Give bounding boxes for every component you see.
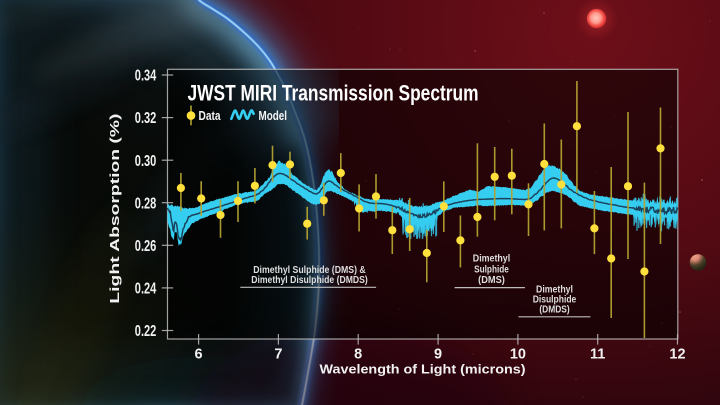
svg-text:0.28: 0.28 (135, 195, 157, 212)
svg-text:6: 6 (195, 347, 203, 363)
svg-text:Wavelength of Light (microns): Wavelength of Light (microns) (320, 362, 526, 377)
svg-text:(DMDS): (DMDS) (539, 304, 569, 315)
svg-text:Model: Model (259, 109, 288, 123)
svg-text:9: 9 (434, 347, 442, 363)
svg-text:12: 12 (669, 347, 685, 363)
svg-text:Light Absorption (%): Light Absorption (%) (107, 114, 122, 304)
svg-text:Dimethyl Disulphide (DMDS): Dimethyl Disulphide (DMDS) (251, 275, 368, 286)
svg-text:8: 8 (354, 347, 362, 363)
svg-text:7: 7 (274, 347, 282, 363)
svg-text:0.30: 0.30 (135, 153, 157, 170)
svg-text:0.24: 0.24 (135, 281, 157, 298)
svg-text:Dimethyl: Dimethyl (473, 253, 511, 264)
svg-text:(DMS): (DMS) (478, 275, 505, 286)
svg-text:JWST MIRI Transmission Spectru: JWST MIRI Transmission Spectrum (188, 81, 479, 106)
svg-text:0.22: 0.22 (135, 323, 157, 340)
svg-text:Sulphide: Sulphide (474, 265, 509, 276)
svg-text:0.32: 0.32 (135, 110, 157, 127)
svg-text:0.34: 0.34 (135, 68, 157, 85)
svg-text:Dimethyl: Dimethyl (536, 284, 573, 295)
svg-text:Dimethyl Sulphide (DMS) &: Dimethyl Sulphide (DMS) & (253, 265, 366, 276)
svg-text:11: 11 (590, 347, 605, 363)
svg-text:Data: Data (199, 109, 222, 123)
svg-text:10: 10 (510, 347, 526, 363)
svg-text:0.26: 0.26 (135, 238, 157, 255)
svg-text:Disulphide: Disulphide (533, 295, 577, 306)
